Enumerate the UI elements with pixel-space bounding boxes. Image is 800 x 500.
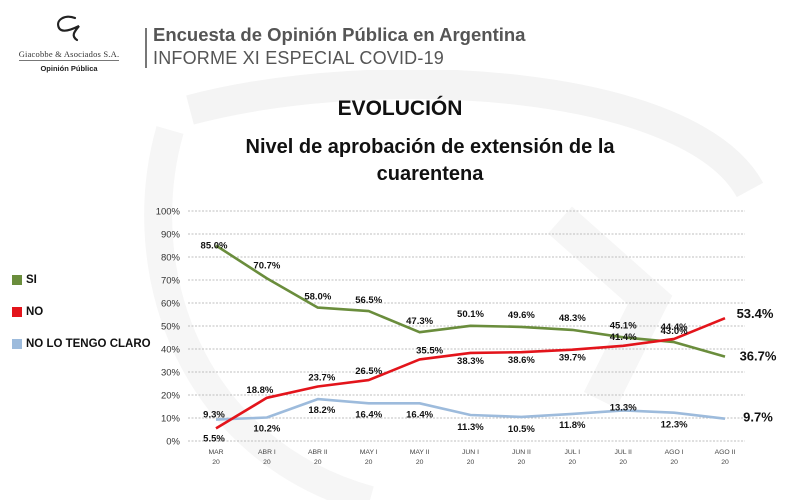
data-label: 48.3% <box>559 313 586 324</box>
data-label: 18.8% <box>246 385 273 396</box>
data-label: 44.4% <box>661 322 688 333</box>
data-label: 53.4% <box>737 306 774 321</box>
data-label: 36.7% <box>740 349 777 364</box>
legend-swatch-no-lo-tengo-claro <box>12 339 22 349</box>
data-label: 23.7% <box>308 372 335 383</box>
y-tick-label: 50% <box>161 322 181 333</box>
y-tick-label: 90% <box>161 230 181 241</box>
y-tick-label: 20% <box>161 391 181 402</box>
data-label: 47.3% <box>406 316 433 327</box>
data-label: 26.5% <box>355 366 382 377</box>
data-label: 50.1% <box>457 309 484 320</box>
x-tick-label: AGO I <box>665 449 684 456</box>
data-label: 85.0% <box>201 241 228 252</box>
logo-subtitle: Opinión Pública <box>40 64 98 73</box>
series-line-no-lo-tengo-claro <box>215 397 726 421</box>
y-tick-label: 40% <box>161 345 181 356</box>
x-tick-label: MAY II <box>410 449 430 456</box>
series-line-no <box>215 316 726 430</box>
data-label: 38.3% <box>457 356 484 367</box>
x-tick-label-year: 20 <box>365 459 373 466</box>
data-label: 49.6% <box>508 310 535 321</box>
data-label: 70.7% <box>253 260 280 271</box>
x-tick-label-year: 20 <box>467 459 475 466</box>
data-label: 58.0% <box>304 292 331 303</box>
legend-label-no: NO <box>26 306 44 318</box>
data-label: 56.5% <box>355 295 382 306</box>
data-label: 38.6% <box>508 355 535 366</box>
report-title: Encuesta de Opinión Pública en Argentina <box>153 24 526 45</box>
data-label: 12.3% <box>661 420 688 431</box>
data-label: 10.5% <box>508 424 535 435</box>
legend-swatch-si <box>12 275 22 285</box>
x-tick-label: MAR <box>208 449 223 456</box>
data-label: 10.2% <box>253 424 280 435</box>
x-tick-label-year: 20 <box>619 459 627 466</box>
y-tick-label: 30% <box>161 368 181 379</box>
x-tick-label-year: 20 <box>518 459 526 466</box>
data-label: 16.4% <box>406 409 433 420</box>
data-label: 45.1% <box>610 320 637 331</box>
report-subtitle: INFORME XI ESPECIAL COVID-19 <box>153 48 444 68</box>
x-tick-label: MAY I <box>360 449 378 456</box>
data-label: 16.4% <box>355 409 382 420</box>
x-tick-label: JUL II <box>614 449 632 456</box>
company-logo: Giacobbe & Asociados S.A. Opinión Públic… <box>14 14 124 73</box>
x-tick-label-year: 20 <box>569 459 577 466</box>
x-tick-label: JUL I <box>564 449 580 456</box>
data-label: 39.7% <box>559 353 586 364</box>
logo-g-icon <box>57 15 80 42</box>
y-tick-label: 70% <box>161 276 181 287</box>
y-tick-label: 80% <box>161 253 181 264</box>
data-label: 5.5% <box>203 433 225 444</box>
data-label: 9.3% <box>203 410 225 421</box>
x-tick-label: JUN I <box>462 449 479 456</box>
header-divider <box>145 28 147 68</box>
x-tick-label-year: 20 <box>416 459 424 466</box>
legend-item-no-lo-tengo-claro: NO LO TENGO CLARO <box>12 338 151 350</box>
data-label: 11.8% <box>559 420 586 431</box>
y-tick-label: 10% <box>161 414 181 425</box>
x-tick-label-year: 20 <box>314 459 322 466</box>
data-label: 13.3% <box>610 402 637 413</box>
data-label: 41.4% <box>610 332 637 343</box>
x-tick-label: JUN II <box>512 449 531 456</box>
legend-label-si: SI <box>26 274 37 286</box>
data-label: 11.3% <box>457 422 484 433</box>
line-chart: 0% 10% 20% 30% 40% 50% 60% 70% 80% 90% 100% MAR 20 AB… <box>156 207 777 467</box>
data-label: 35.5% <box>416 345 443 356</box>
y-tick-label: 0% <box>166 437 180 448</box>
series-line-si <box>215 244 726 358</box>
data-label: 9.7% <box>743 410 773 425</box>
legend-swatch-no <box>12 307 22 317</box>
data-label: 18.2% <box>308 405 335 416</box>
chart-subtitle: Nivel de aprobación de extensión de la c… <box>245 136 615 185</box>
y-tick-label: 60% <box>161 299 181 310</box>
x-tick-label-year: 20 <box>670 459 678 466</box>
x-tick-label-year: 20 <box>721 459 729 466</box>
logo-firm-name: Giacobbe & Asociados S.A. <box>18 49 120 61</box>
legend-item-si: SI <box>12 274 37 286</box>
data-label: 43.0% <box>661 326 688 337</box>
x-tick-label: AGO II <box>715 449 736 456</box>
x-tick-label: ABR I <box>258 449 276 456</box>
y-tick-label: 100% <box>156 207 181 218</box>
x-tick-label-year: 20 <box>212 459 220 466</box>
legend-label-no-lo-tengo-claro: NO LO TENGO CLARO <box>26 338 151 350</box>
x-tick-label: ABR II <box>308 449 328 456</box>
x-tick-label-year: 20 <box>263 459 271 466</box>
chart-title: EVOLUCIÓN <box>337 97 463 120</box>
legend-item-no: NO <box>12 306 43 318</box>
